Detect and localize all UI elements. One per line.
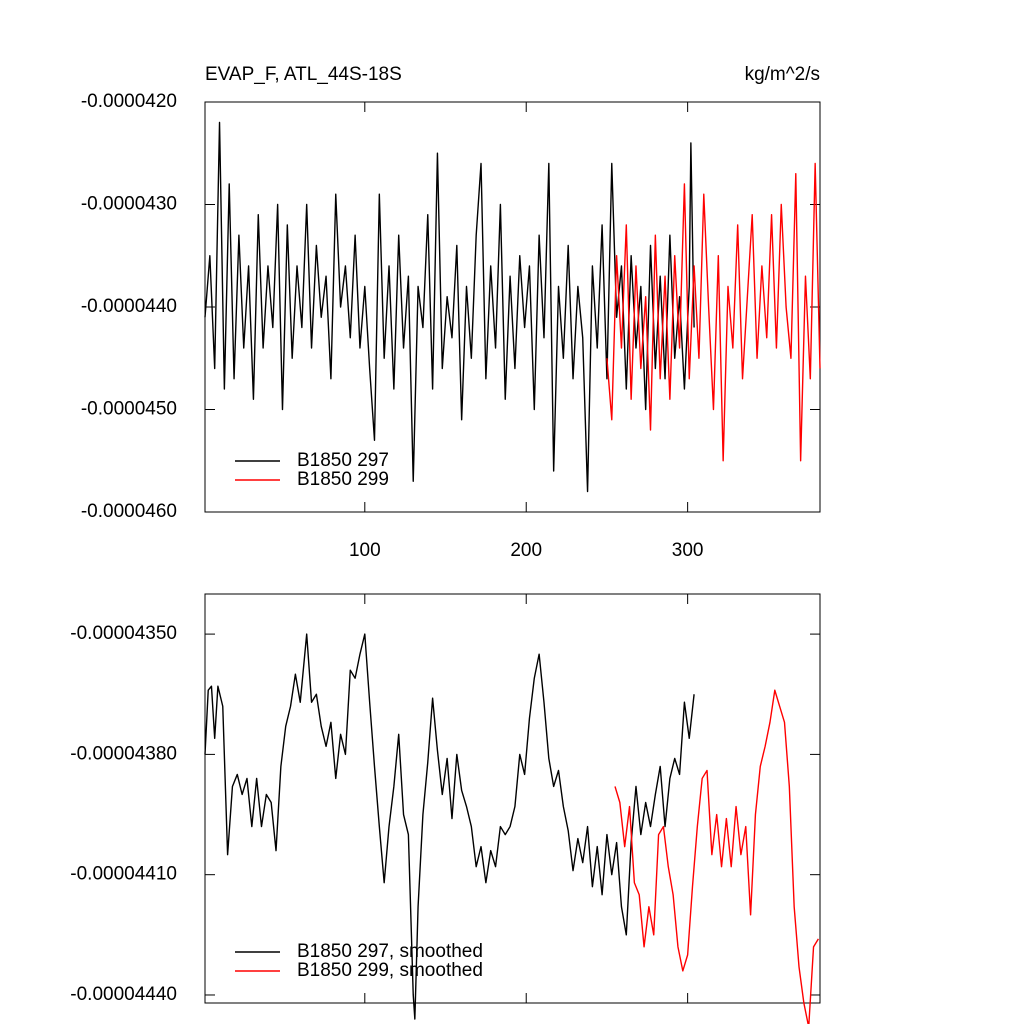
x-tick-label: 300 [672,540,704,561]
y-tick-label: -0.0000430 [81,194,177,215]
legend-label: B1850 297 [297,450,389,471]
chart-title: EVAP_F, ATL_44S-18S [205,64,402,85]
legend-label: B1850 297, smoothed [297,941,483,962]
legend-label: B1850 299, smoothed [297,960,483,981]
data-line [614,689,819,1024]
data-line [204,121,695,493]
data-line [606,162,821,462]
y-tick-label: -0.0000440 [81,296,177,317]
y-tick-label: -0.00004410 [70,864,177,885]
y-tick-label: -0.00004350 [70,623,177,644]
y-tick-label: -0.0000450 [81,399,177,420]
y-tick-label: -0.0000420 [81,91,177,112]
x-tick-label: 100 [349,540,381,561]
y-tick-label: -0.00004440 [70,984,177,1005]
y-tick-label: -0.00004380 [70,743,177,764]
units-label: kg/m^2/s [745,64,820,85]
data-line [204,633,695,1020]
plot-frame [204,593,821,1004]
legend-label: B1850 299 [297,469,389,490]
y-tick-label: -0.0000460 [81,501,177,522]
x-tick-label: 200 [510,540,542,561]
